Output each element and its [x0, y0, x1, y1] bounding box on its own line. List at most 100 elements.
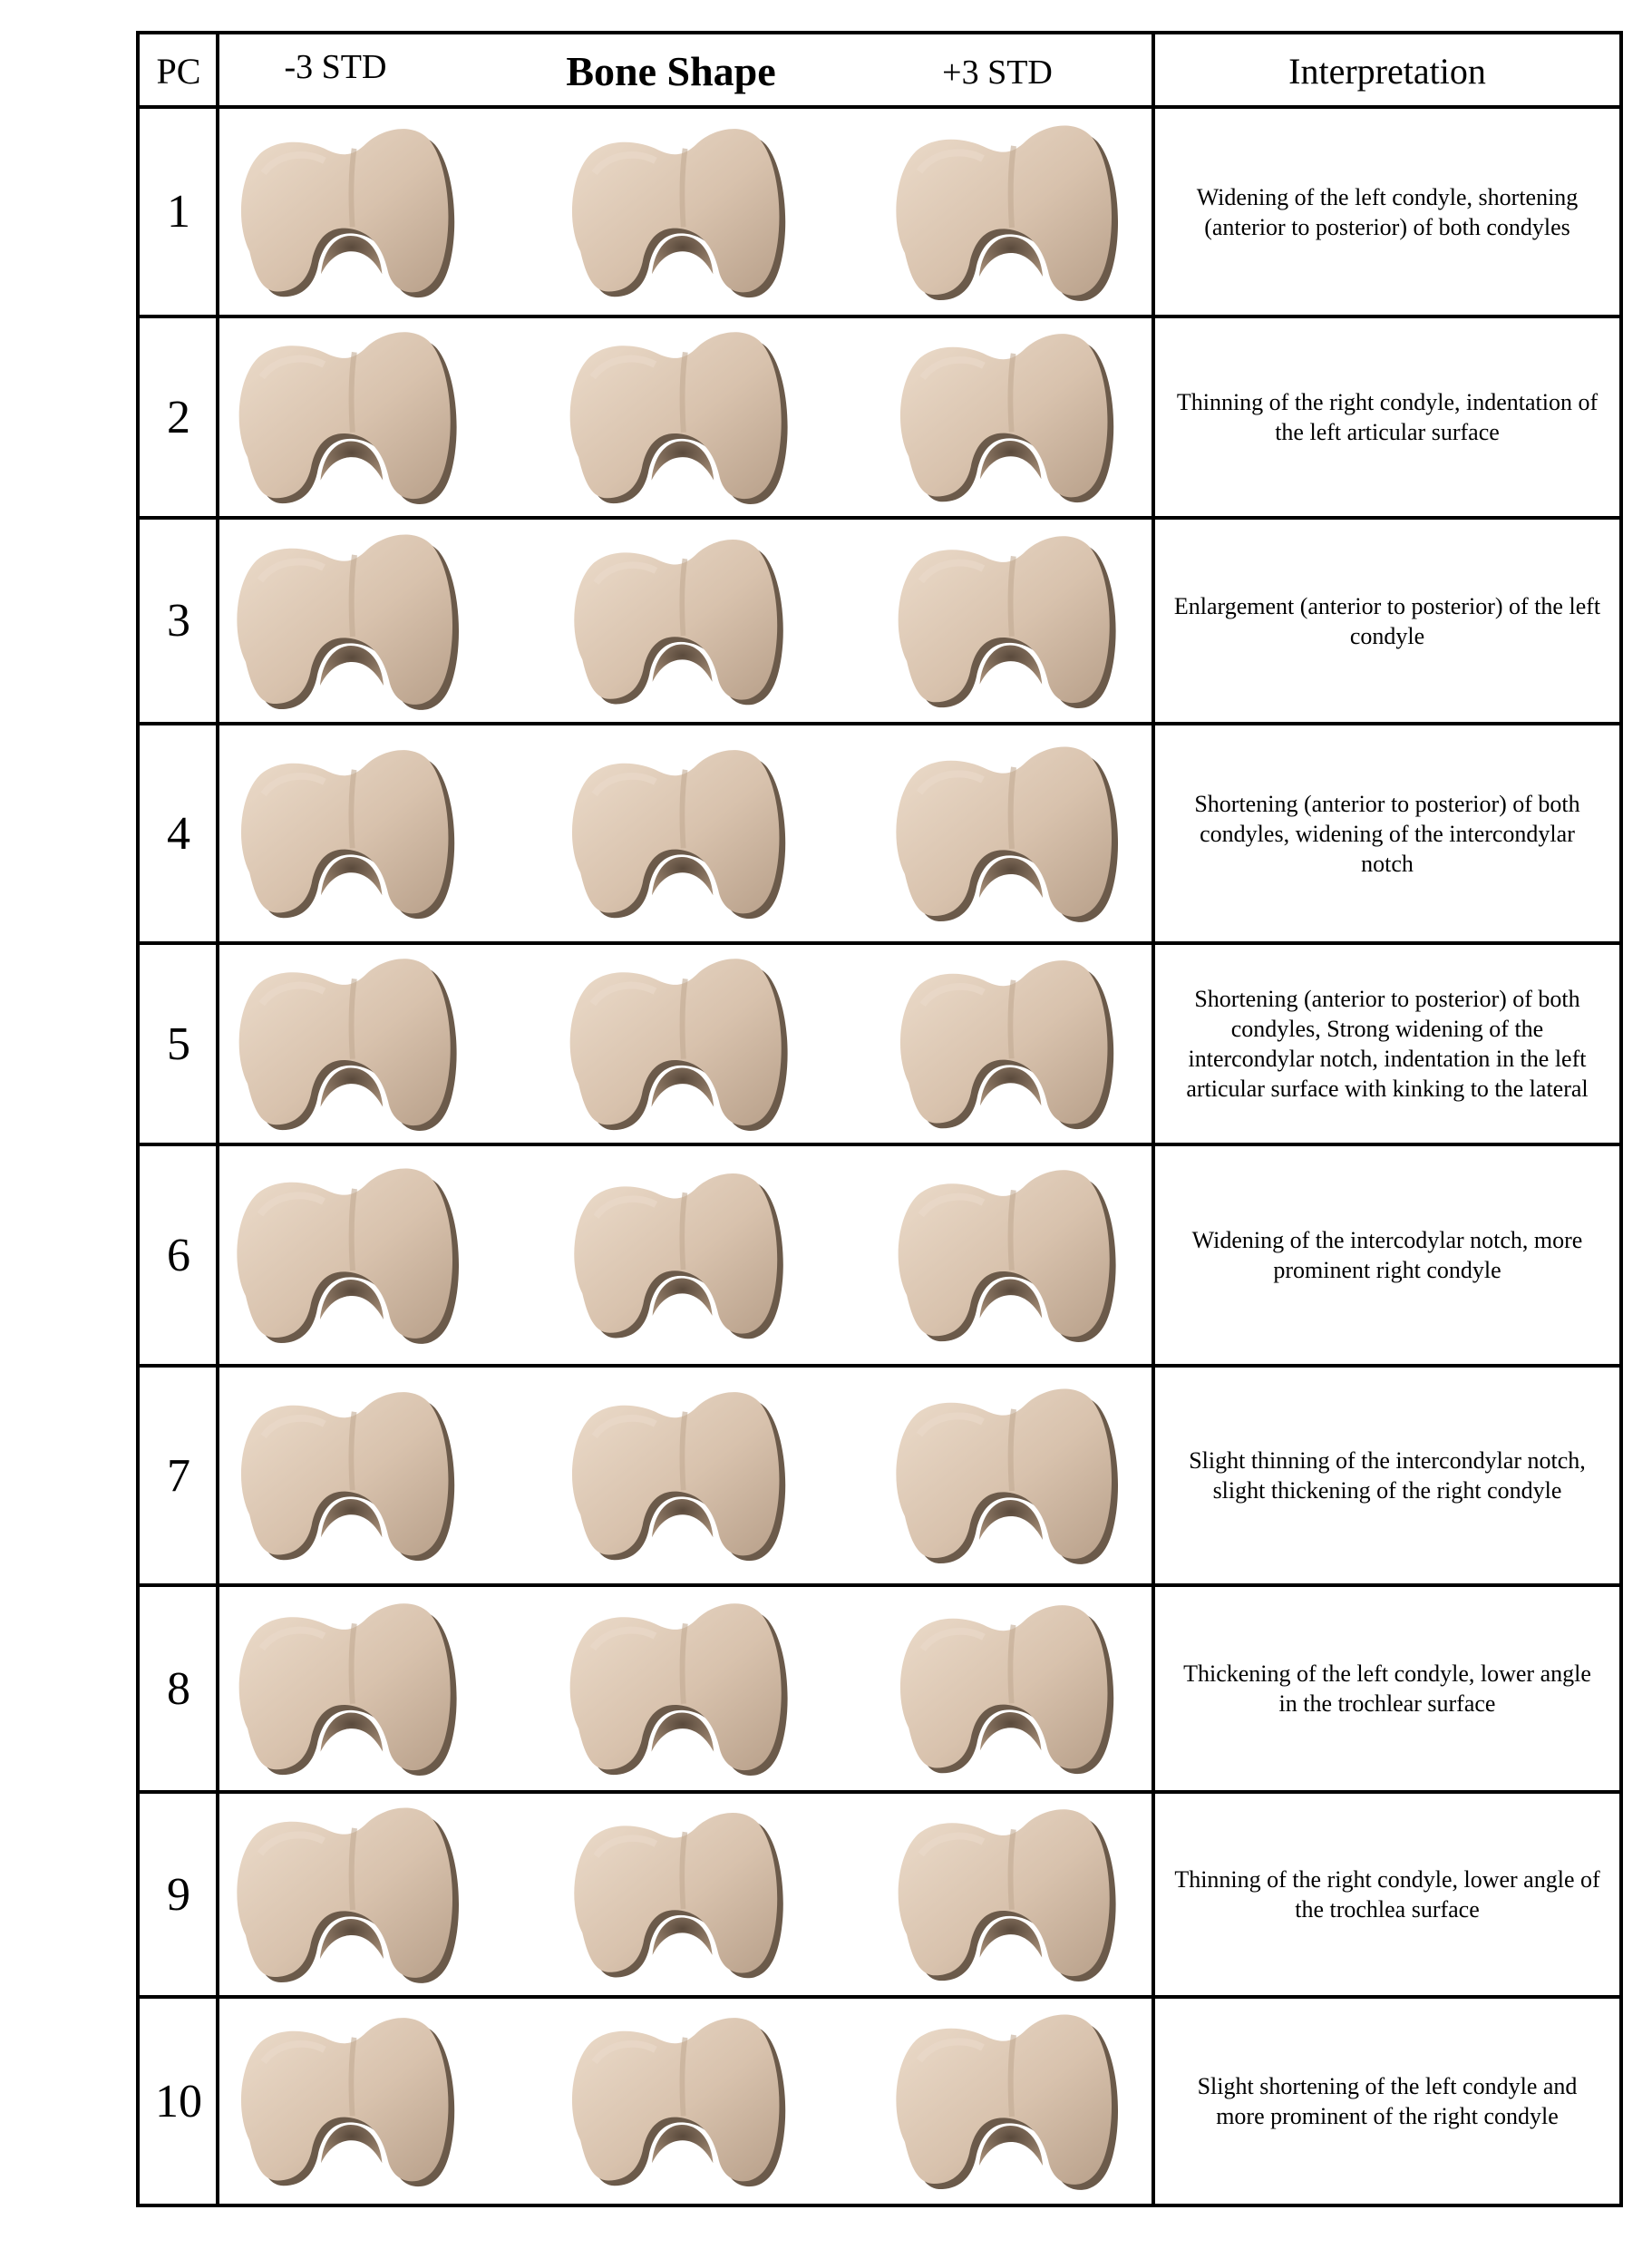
intercondylar-notch [321, 441, 384, 480]
interpretation-text: Shortening (anterior to posterior) of bo… [1157, 984, 1618, 1104]
bone-mean [554, 530, 799, 717]
interpretation-cell: Shortening (anterior to posterior) of bo… [1157, 943, 1618, 1144]
bone-minus-3std [223, 1384, 468, 1572]
trochlear-groove [1011, 556, 1014, 636]
bone-body [239, 959, 451, 1125]
bone-body [896, 1388, 1112, 1558]
bone-minus-3std [223, 1163, 468, 1351]
bone-plus-3std [882, 1163, 1127, 1351]
bone-mean [554, 1803, 799, 1991]
intercondylar-notch [321, 2125, 382, 2163]
intercondylar-notch [652, 857, 713, 895]
plus-std-header: +3 STD [916, 38, 1079, 107]
interpretation-text: Widening of the left condyle, shortening… [1157, 182, 1618, 242]
grid-line [138, 1790, 1621, 1794]
bone-plus-3std [882, 742, 1127, 930]
intercondylar-notch [979, 1500, 1043, 1540]
trochlear-groove [352, 352, 355, 432]
intercondylar-notch [653, 1917, 713, 1954]
pc-number: 7 [141, 1366, 216, 1585]
trochlear-groove [1011, 1409, 1014, 1491]
intercondylar-notch [653, 644, 713, 681]
bone-body [900, 334, 1108, 497]
intercondylar-notch [321, 235, 382, 273]
interpretation-cell: Thickening of the left condyle, lower an… [1157, 1585, 1618, 1792]
interpretation-cell: Thinning of the right condyle, indentati… [1157, 316, 1618, 518]
bone-body [237, 1168, 452, 1338]
intercondylar-notch [980, 441, 1041, 479]
bone-body [570, 332, 782, 499]
bone-body [899, 1170, 1110, 1337]
trochlear-groove [352, 1828, 355, 1910]
bone-body [570, 959, 782, 1125]
intercondylar-notch [979, 237, 1043, 277]
interpretation-text: Widening of the intercodylar notch, more… [1157, 1225, 1618, 1285]
intercondylar-notch [652, 441, 714, 480]
interpretation-text: Enlargement (anterior to posterior) of t… [1157, 591, 1618, 651]
intercondylar-notch [652, 1067, 714, 1106]
trochlear-groove [682, 1412, 685, 1491]
bone-mean [554, 742, 799, 930]
intercondylar-notch [980, 1279, 1043, 1318]
bone-plus-3std [882, 1384, 1127, 1572]
bone-body [241, 750, 449, 913]
trochlear-groove [1011, 767, 1014, 849]
bone-minus-3std [223, 530, 468, 717]
intercondylar-notch [979, 858, 1043, 898]
grid-line [1152, 31, 1155, 107]
pc-number: 4 [141, 724, 216, 943]
trochlear-groove [352, 978, 355, 1058]
pc-number: 9 [141, 1792, 216, 1997]
grid-line [138, 2204, 1621, 2207]
intercondylar-notch [320, 1280, 384, 1319]
bone-body [572, 2018, 780, 2181]
bone-body [896, 2014, 1112, 2184]
intercondylar-notch [652, 235, 713, 273]
intercondylar-notch [321, 1499, 382, 1537]
bone-plus-3std [882, 2010, 1127, 2197]
bone-body [239, 1603, 451, 1770]
trochlear-groove [683, 352, 685, 432]
bone-body [572, 750, 780, 913]
bone-body [237, 1807, 452, 1977]
interpretation-text: Shortening (anterior to posterior) of bo… [1157, 789, 1618, 879]
grid-line [138, 31, 1621, 34]
intercondylar-notch [321, 1712, 384, 1751]
bone-body [241, 2018, 449, 2181]
bone-shape-header: Bone Shape [526, 34, 816, 107]
pc-number: 5 [141, 943, 216, 1144]
intercondylar-notch [980, 1067, 1041, 1105]
bone-mean [554, 952, 799, 1140]
trochlear-groove [352, 1189, 355, 1271]
bone-body [239, 332, 451, 499]
trochlear-groove [351, 1412, 354, 1491]
bone-mean [554, 2010, 799, 2197]
bone-plus-3std [882, 121, 1127, 308]
interpretation-cell: Enlargement (anterior to posterior) of t… [1157, 518, 1618, 724]
trochlear-groove [1011, 145, 1014, 227]
interpretation-cell: Shortening (anterior to posterior) of bo… [1157, 724, 1618, 943]
bone-minus-3std [223, 326, 468, 513]
intercondylar-notch [653, 1278, 713, 1315]
bone-plus-3std [882, 326, 1127, 513]
bone-body [237, 534, 452, 704]
trochlear-groove [683, 978, 685, 1058]
intercondylar-notch [320, 1919, 384, 1959]
interpretation-header: Interpretation [1157, 34, 1618, 107]
bone-body [570, 1603, 782, 1770]
trochlear-groove [1010, 1625, 1013, 1704]
bone-plus-3std [882, 1803, 1127, 1991]
grid-line [138, 941, 1621, 945]
trochlear-groove [682, 770, 685, 849]
trochlear-groove [351, 2038, 354, 2117]
interpretation-text: Slight shortening of the left condyle an… [1157, 2071, 1618, 2131]
bone-body [572, 1392, 780, 1555]
grid-line [138, 315, 1621, 318]
intercondylar-notch [652, 1499, 713, 1537]
bone-mean [554, 121, 799, 308]
bone-minus-3std [223, 952, 468, 1140]
grid-line [138, 516, 1621, 520]
trochlear-groove [683, 1623, 685, 1703]
bone-plus-3std [882, 530, 1127, 717]
pc-number: 8 [141, 1585, 216, 1792]
